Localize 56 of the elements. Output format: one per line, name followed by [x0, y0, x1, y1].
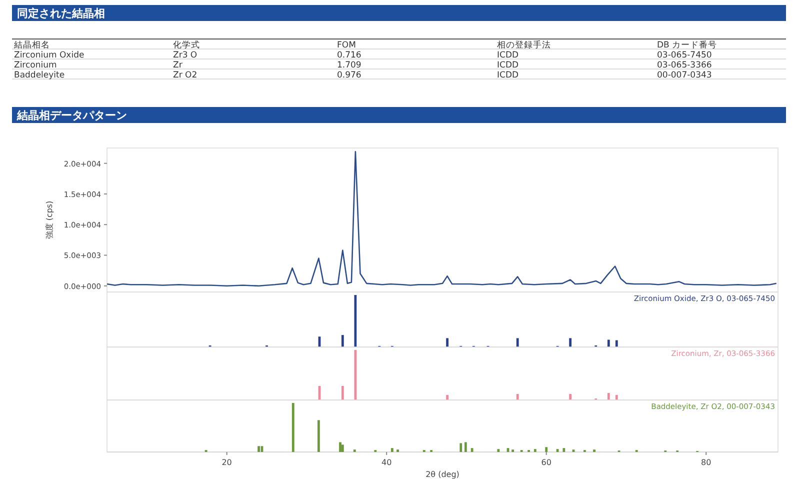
bar [464, 442, 467, 452]
text: Zirconium [14, 60, 57, 70]
x-tick-label: 20 [222, 458, 232, 467]
x-tick-label: 40 [381, 458, 392, 467]
bar [615, 395, 618, 400]
text: 03-065-3366 [657, 60, 712, 70]
text: ICDD [497, 70, 519, 80]
chart-title: 結晶相データパターン [16, 109, 127, 122]
bar [446, 395, 448, 400]
text: Zirconium Oxide [14, 50, 84, 60]
bar [390, 448, 394, 452]
bar [516, 338, 519, 347]
bar [354, 295, 357, 347]
text: Zr [173, 60, 183, 70]
x-axis-title: 2θ (deg) [426, 470, 460, 479]
text: 03-065-7450 [657, 50, 712, 60]
bar [569, 338, 572, 347]
bar [607, 393, 610, 400]
text: 相の登録手法 [497, 40, 551, 50]
bar [354, 350, 357, 400]
bar [516, 394, 519, 400]
text: 同定された結晶相 [17, 7, 105, 20]
bar [460, 443, 462, 452]
bar [615, 340, 618, 347]
text: ICDD [497, 60, 519, 70]
bar [545, 447, 548, 452]
bar [341, 444, 344, 452]
text: 化学式 [173, 40, 200, 50]
bar [292, 403, 294, 452]
y-axis-title: 強度 (cps) [45, 200, 54, 240]
bar [341, 386, 344, 400]
bar [317, 420, 320, 452]
bar [470, 448, 474, 452]
bar [497, 449, 500, 452]
bar [569, 394, 572, 400]
text: 0.976 [337, 70, 362, 80]
text: Baddeleyite [14, 70, 65, 80]
bar [341, 335, 344, 347]
bar [534, 449, 536, 452]
bar [339, 442, 342, 452]
text: Zr O2 [173, 70, 198, 80]
text: FOM [337, 40, 356, 50]
bar [258, 446, 260, 452]
text: ICDD [497, 50, 519, 60]
text: 1.709 [337, 60, 362, 70]
text: 00-007-0343 [657, 70, 712, 80]
text: 結晶相名 [13, 40, 50, 50]
text: DB カード番号 [657, 40, 718, 50]
line-series [106, 151, 778, 287]
bar [607, 340, 610, 347]
bar [446, 338, 448, 347]
x-tick-label: 60 [541, 458, 552, 467]
x-tick-label: 80 [701, 458, 712, 467]
text: 0.716 [337, 50, 362, 60]
text: Zr3 O [173, 50, 198, 60]
bar [562, 448, 566, 452]
